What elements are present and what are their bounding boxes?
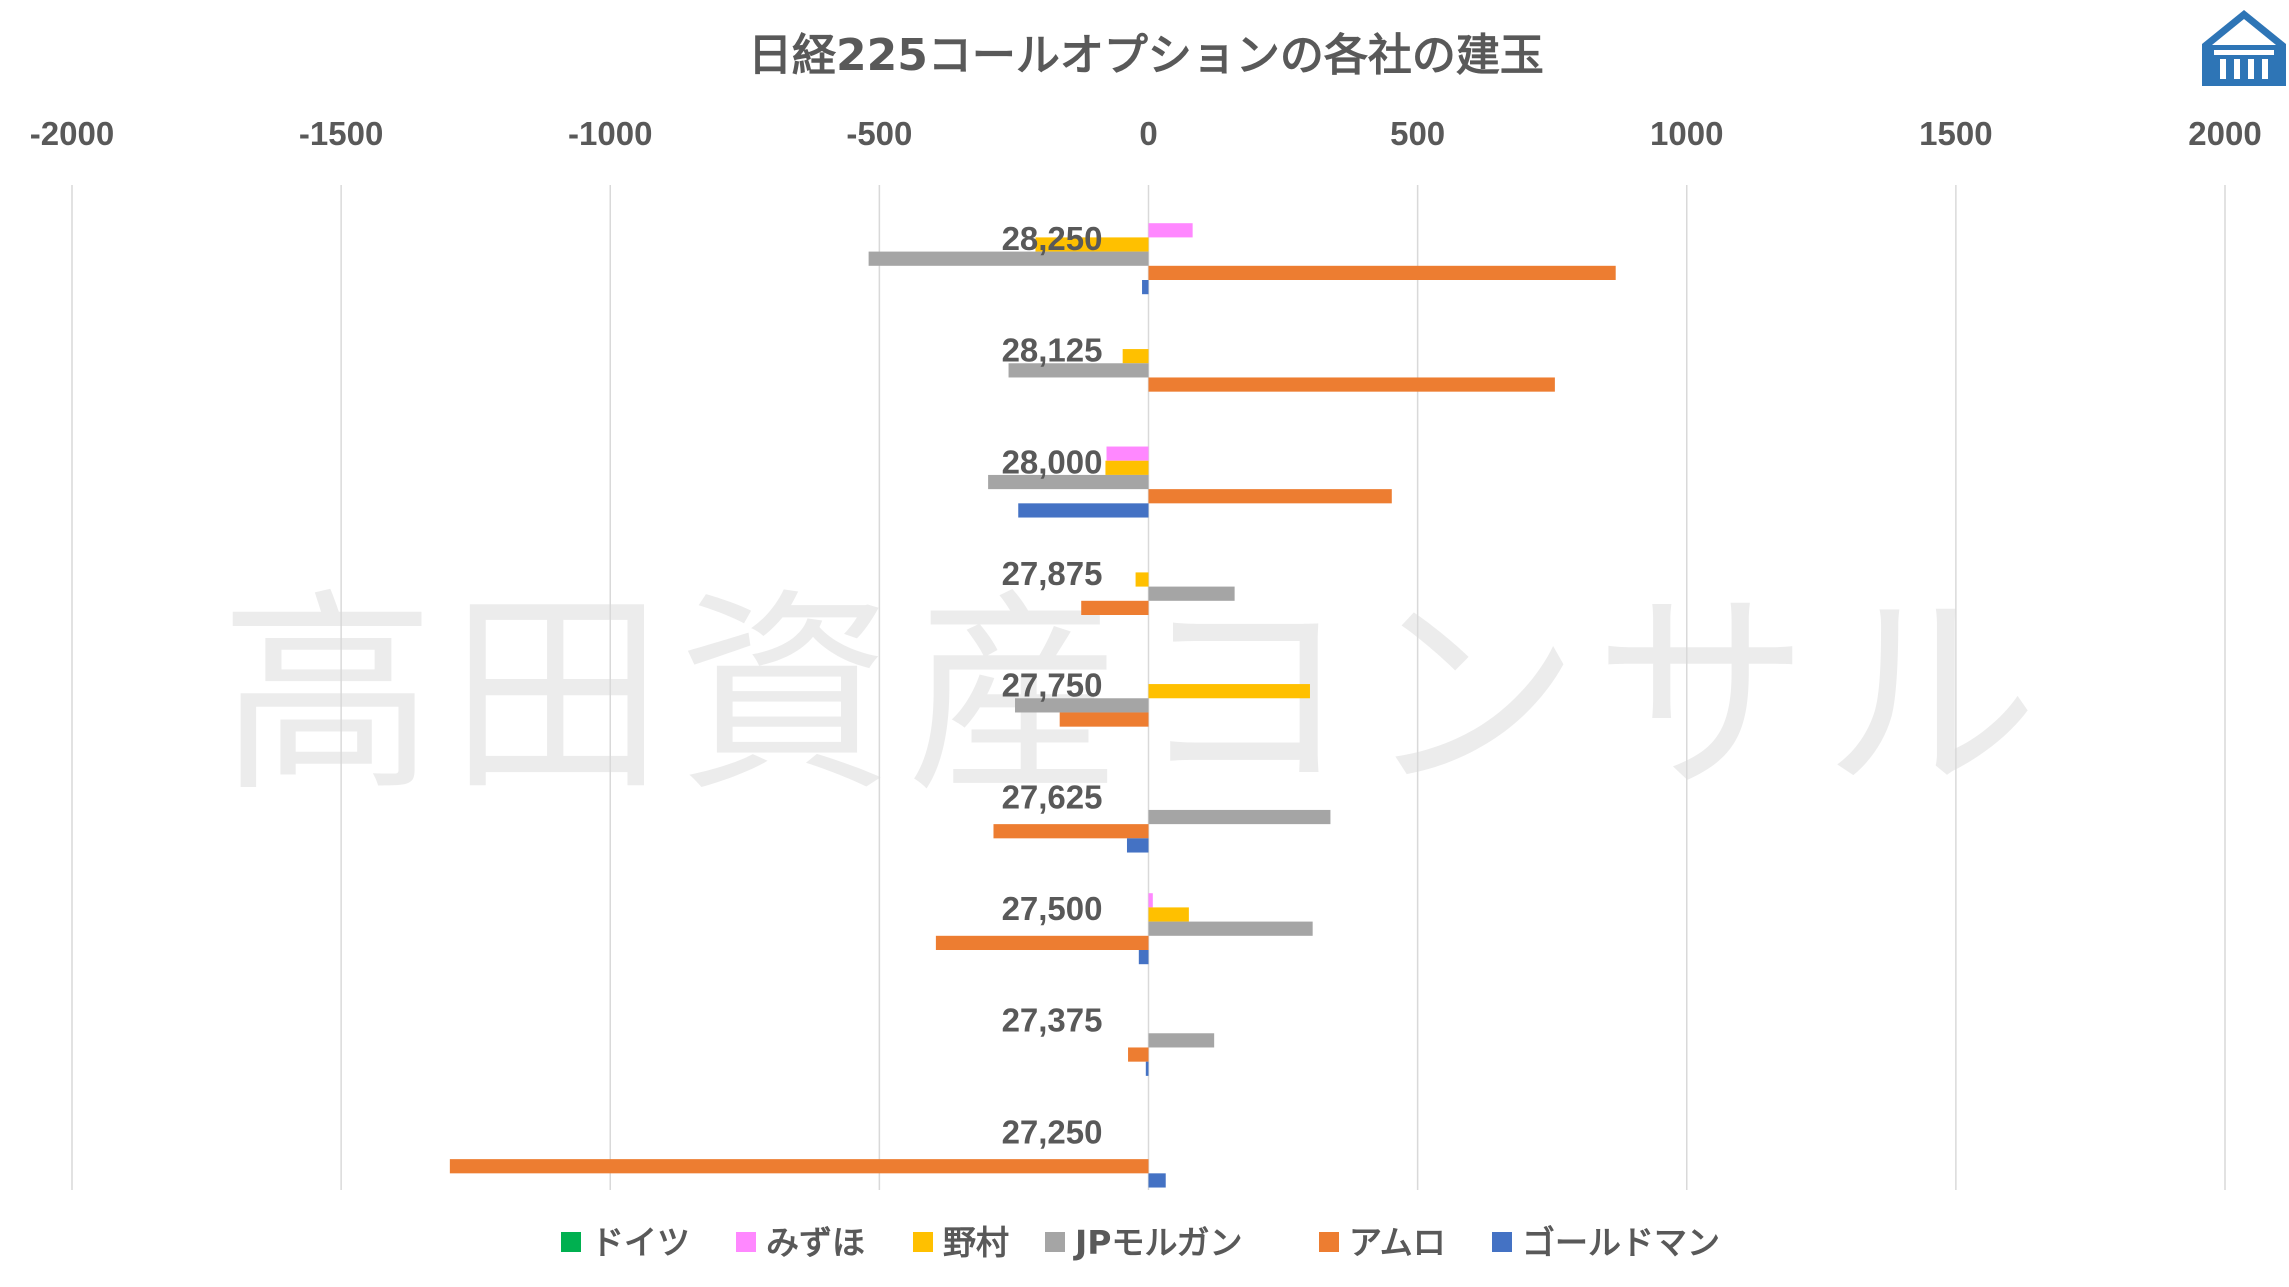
legend-label: 野村	[943, 1223, 1009, 1262]
bar	[1148, 377, 1555, 392]
bar	[1035, 237, 1149, 252]
house-pillars-logo-icon	[2202, 10, 2286, 86]
x-tick-label: 2000	[2188, 115, 2261, 152]
category-label: 27,625	[1002, 778, 1103, 815]
bar	[993, 824, 1149, 839]
x-axis-tick-labels: -2000 -1500 -1000 -500 0 500 1000 1500 2000	[30, 115, 2262, 152]
legend-swatch	[913, 1232, 933, 1252]
category-label: 28,125	[1002, 332, 1103, 369]
bar	[1148, 1033, 1215, 1048]
x-tick-label: 1500	[1919, 115, 1992, 152]
bar	[1148, 223, 1193, 238]
x-tick-label: 500	[1390, 115, 1445, 152]
bar	[1142, 280, 1149, 295]
bar	[1148, 265, 1616, 280]
bar	[1106, 446, 1149, 461]
category-label: 27,750	[1002, 667, 1103, 704]
legend-label: ドイツ	[591, 1223, 690, 1262]
x-tick-label: 0	[1139, 115, 1157, 152]
bar	[1126, 838, 1149, 853]
bar	[1135, 572, 1149, 587]
bar	[1148, 921, 1313, 936]
bar	[1122, 349, 1149, 364]
bar	[1148, 809, 1331, 825]
bars	[449, 223, 1616, 1188]
bar	[988, 474, 1149, 490]
category-labels: 28,250 28,125 28,000 27,875 27,750 27,625 27,5…	[1002, 220, 1103, 1150]
bar	[1145, 1061, 1149, 1076]
bar	[868, 251, 1149, 266]
bar	[1081, 600, 1149, 615]
x-tick-label: -2000	[30, 115, 114, 152]
category-label: 27,875	[1002, 555, 1103, 592]
x-tick-label: -1500	[299, 115, 383, 152]
category-label: 27,500	[1002, 890, 1103, 927]
bar	[1128, 1047, 1149, 1062]
bar	[935, 935, 1149, 950]
bar	[1148, 684, 1310, 699]
legend-swatch	[1492, 1232, 1512, 1252]
legend: ドイツ みずほ 野村 JPモルガン アムロ ゴールドマン	[561, 1223, 1720, 1262]
legend-label: ゴールドマン	[1522, 1223, 1720, 1262]
bar	[1138, 950, 1149, 965]
category-label: 28,000	[1002, 443, 1103, 480]
bar	[1148, 907, 1189, 922]
x-tick-label: 1000	[1650, 115, 1723, 152]
bar	[1018, 503, 1149, 518]
category-label: 27,250	[1002, 1113, 1103, 1150]
category-label: 27,375	[1002, 1002, 1103, 1039]
legend-swatch	[1045, 1232, 1065, 1252]
bar	[1059, 712, 1149, 727]
legend-label: JPモルガン	[1073, 1223, 1242, 1262]
bar	[1105, 460, 1149, 475]
bar	[1148, 489, 1392, 504]
bar	[1148, 1173, 1166, 1188]
x-tick-label: -1000	[568, 115, 652, 152]
gridlines	[71, 185, 2226, 1190]
legend-label: アムロ	[1349, 1223, 1446, 1262]
bar	[1015, 698, 1149, 713]
bar	[449, 1159, 1149, 1174]
bar	[1148, 893, 1153, 908]
x-tick-label: -500	[846, 115, 912, 152]
legend-label: みずほ	[766, 1223, 865, 1262]
chart-title: 日経225コールオプションの各社の建玉	[748, 30, 1544, 81]
legend-swatch	[1319, 1232, 1339, 1252]
category-label: 28,250	[1002, 220, 1103, 257]
bar	[1008, 363, 1149, 378]
legend-swatch	[561, 1232, 581, 1252]
bar	[1148, 586, 1235, 601]
legend-swatch	[736, 1232, 756, 1252]
